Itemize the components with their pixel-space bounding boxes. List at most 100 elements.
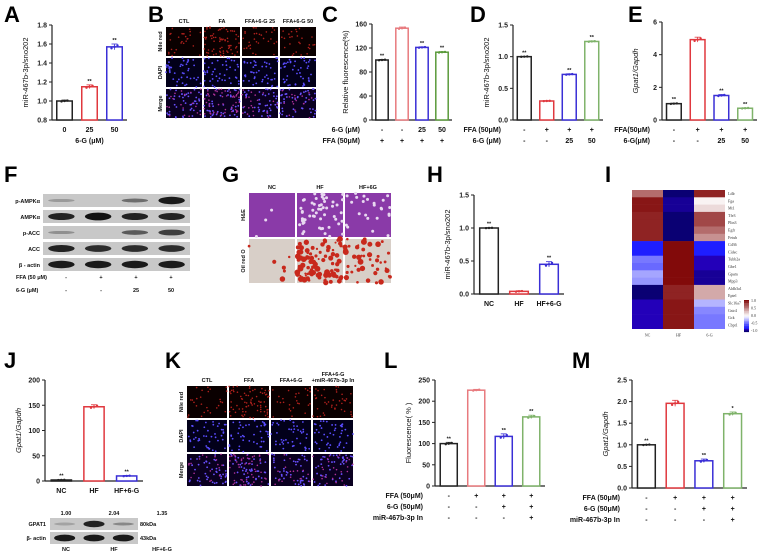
lipid-dot [234,454,236,457]
nucleus-dot [253,60,256,62]
lipid-dot [298,27,301,30]
legend-swatch [744,314,749,317]
lipid-dot [262,37,265,40]
bar-1 [375,59,389,121]
nucleus-dot [207,57,210,60]
nucleus-dot [194,468,196,471]
nile-red-image [313,386,353,418]
lipid-dot [273,29,276,31]
data-point [734,411,737,415]
lipid-dot [306,53,308,55]
gene-label: Egfr [728,228,736,233]
lipid-droplet [302,278,305,281]
nucleus-dot [259,458,262,461]
nucleus-dot [191,115,194,117]
nucleus-dot [196,429,199,432]
nucleus-dot [247,482,250,484]
y-tick-label: 6 [653,20,657,27]
data-point [571,72,574,76]
lipid-dot [228,410,231,413]
lipid-dot [226,50,228,52]
nucleus-dot [219,94,222,97]
blot-strip [43,226,190,239]
nucleus-dot [173,95,176,98]
lipid-dot [314,394,316,397]
nucleus-dot [245,94,248,97]
heatmap-cell [663,299,694,308]
lipid-dot [235,95,237,97]
lipid-dot [331,404,333,407]
y-tick-label: 120 [355,46,367,53]
lipid-dot [335,389,338,391]
nucleus-dot [294,60,296,63]
lipid-dot [282,401,285,404]
nucleus-dot [171,57,173,59]
data-point [642,443,645,447]
vacuole [340,219,344,223]
y-axis-label: Relative fluorescence(%) [341,30,350,114]
lipid-dot [245,394,247,397]
x-tick-label: 25 [86,127,94,134]
lipid-dot [243,47,245,50]
nucleus-dot [215,481,218,484]
nucleus-dot [297,458,300,461]
nucleus-dot [190,107,193,110]
nucleus-dot [288,58,291,61]
nucleus-dot [283,470,285,472]
lipid-droplet [298,245,304,251]
x-tick-label: 50 [111,127,119,134]
lipid-dot [295,28,297,31]
nucleus-dot [184,102,187,105]
data-point [420,46,424,49]
lipid-dot [283,102,285,105]
legend-swatch [744,312,749,315]
lipid-dot [294,109,296,111]
lipid-dot [250,100,252,102]
data-point [57,478,60,482]
nile-red-image [280,27,316,56]
nucleus-dot [251,469,253,472]
nucleus-dot [285,96,288,98]
legend-swatch [744,306,749,309]
vacuole [364,213,368,217]
vacuole [319,207,323,211]
vacuole [323,199,327,203]
nucleus-dot [244,470,247,473]
data-point [383,58,387,61]
nucleus-dot [303,59,306,62]
nucleus-dot [322,455,325,458]
bar-3 [713,94,730,121]
nucleus-dot [269,114,271,117]
lipid-droplet [300,262,306,268]
lipid-dot [312,415,314,417]
nucleus-dot [215,113,218,116]
lipid-dot [266,411,269,413]
vacuole [312,214,316,218]
data-point [542,99,545,103]
gene-label: Cidec [728,249,738,254]
lipid-dot [173,51,176,54]
nucleus-dot [189,458,192,460]
protein-band [121,245,149,252]
data-point [122,475,125,478]
nucleus-dot [257,69,260,72]
vacuole [323,232,327,236]
nucleus-dot [253,419,256,422]
lipid-dot [188,464,190,466]
lipid-dot [186,37,189,40]
lipid-droplet [354,245,360,250]
gene-label: Fetub [728,235,737,240]
lipid-dot [231,52,234,55]
row-label: DAPI [158,65,164,79]
y-axis-label: miR-467b-3p/sno202 [21,37,30,107]
lipid-droplet [295,245,300,250]
bar-4 [521,416,541,487]
lipid-dot [168,114,171,117]
data-point [533,414,536,418]
data-point [490,226,494,230]
heatmap-cell [663,270,694,278]
lipid-dot [181,40,183,43]
lipid-dot [166,105,168,108]
lipid-dot [267,116,270,119]
